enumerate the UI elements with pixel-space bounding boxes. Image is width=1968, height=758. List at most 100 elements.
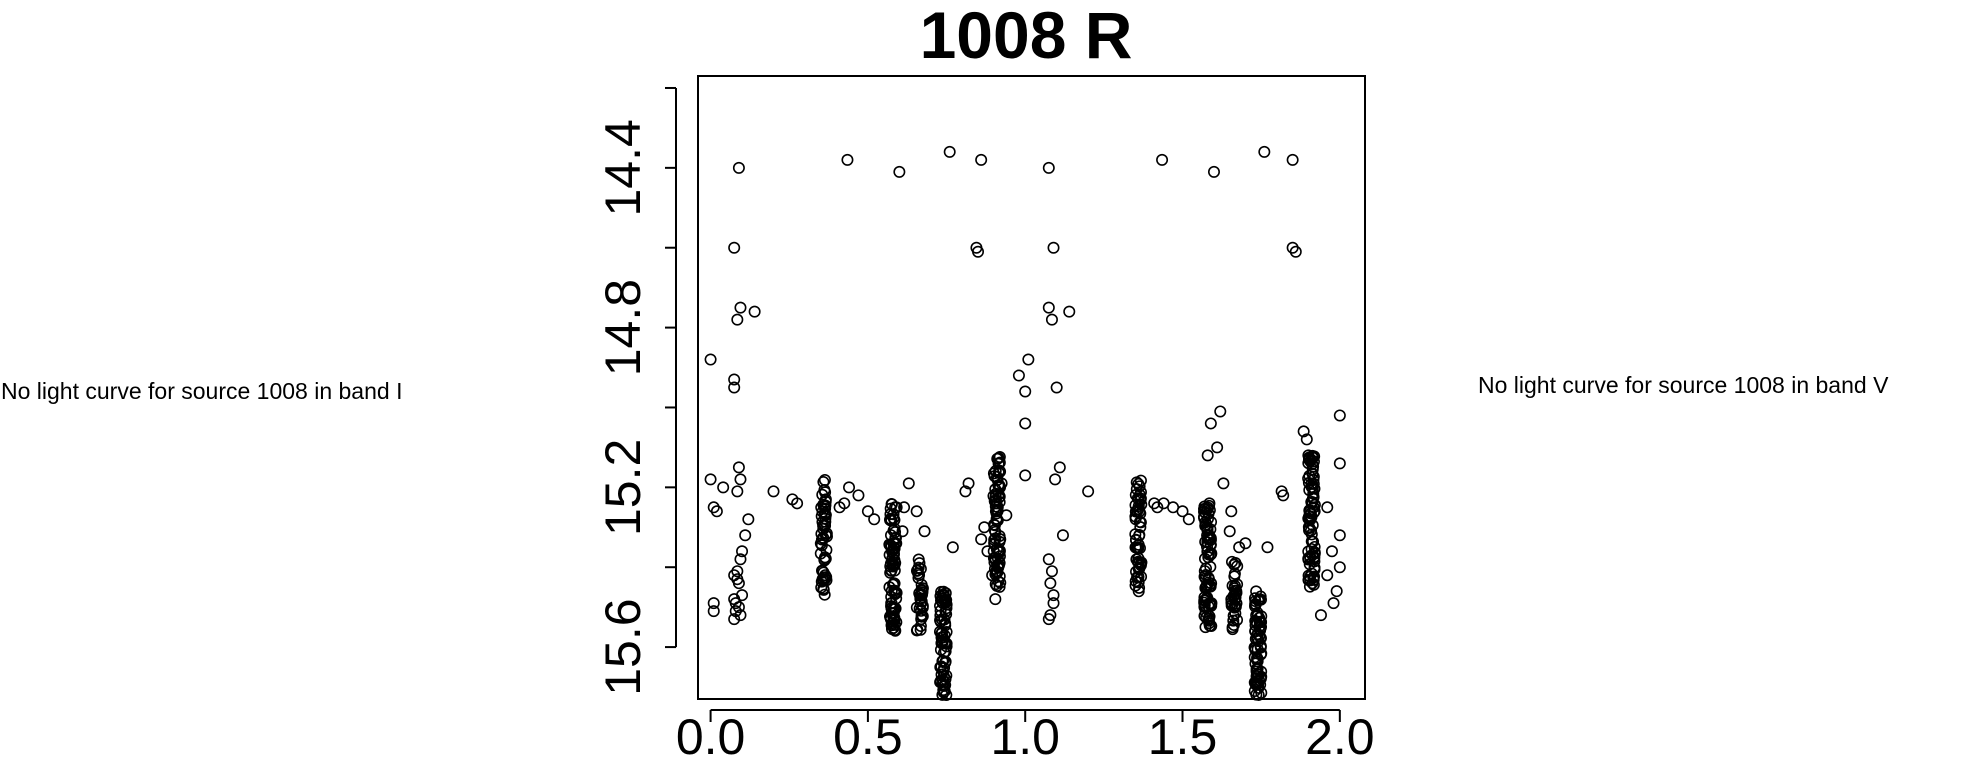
data-point: [1226, 621, 1239, 634]
data-point: [1327, 597, 1340, 610]
data-point: [731, 313, 744, 326]
data-point: [993, 464, 1006, 477]
data-point: [1134, 474, 1147, 487]
data-point: [815, 539, 828, 552]
data-point: [1207, 165, 1220, 178]
data-point: [885, 597, 898, 610]
data-point: [1308, 498, 1321, 511]
data-point: [820, 530, 833, 543]
data-point: [1182, 513, 1195, 526]
data-point: [1230, 584, 1243, 597]
data-point: [975, 153, 988, 166]
data-point: [1308, 547, 1321, 560]
data-point: [883, 538, 896, 551]
data-point: [707, 605, 720, 618]
data-point: [1289, 245, 1302, 258]
y-tick-label: 15.2: [595, 439, 651, 536]
x-tick-label: 1.0: [990, 709, 1060, 758]
data-point: [914, 623, 927, 636]
data-point: [791, 497, 804, 510]
data-point: [913, 569, 926, 582]
data-point: [1012, 369, 1025, 382]
data-point: [734, 473, 747, 486]
data-point: [943, 145, 956, 158]
data-point: [936, 635, 949, 648]
data-point: [939, 587, 952, 600]
data-point: [1248, 651, 1261, 664]
data-point: [975, 533, 988, 546]
data-point: [1249, 657, 1262, 670]
data-point: [1302, 545, 1315, 558]
data-point: [989, 500, 1002, 513]
data-point: [1300, 433, 1313, 446]
data-point: [728, 593, 741, 606]
data-point: [1333, 561, 1346, 574]
data-point: [993, 450, 1006, 463]
data-point: [1053, 461, 1066, 474]
data-point: [710, 505, 723, 518]
data-point: [1248, 592, 1261, 605]
data-point: [818, 553, 831, 566]
data-point: [1333, 457, 1346, 470]
data-point: [910, 505, 923, 518]
data-point: [913, 557, 926, 570]
data-point: [1129, 505, 1142, 518]
data-point: [1129, 513, 1142, 526]
data-point: [1249, 632, 1262, 645]
data-point: [1306, 492, 1319, 505]
data-point: [1307, 460, 1320, 473]
data-point: [1129, 533, 1142, 546]
data-point: [1250, 688, 1263, 701]
data-point: [1261, 541, 1274, 554]
data-point: [890, 501, 903, 514]
data-point: [728, 613, 741, 626]
data-point: [1133, 489, 1146, 502]
data-point: [937, 589, 950, 602]
data-point: [946, 541, 959, 554]
data-point: [938, 613, 951, 626]
data-point: [990, 567, 1003, 580]
data-point: [1022, 353, 1035, 366]
data-point: [815, 501, 828, 514]
data-point: [815, 581, 828, 594]
data-point: [818, 473, 831, 486]
data-point: [1201, 521, 1214, 534]
data-point: [1258, 145, 1271, 158]
data-point: [937, 585, 950, 598]
plot-frame: [697, 75, 1366, 700]
data-point: [1303, 509, 1316, 522]
data-point: [978, 521, 991, 534]
x-tick-label: 0.0: [676, 709, 746, 758]
data-point: [1047, 597, 1060, 610]
data-point: [988, 519, 1001, 532]
data-point: [742, 513, 755, 526]
data-point: [898, 501, 911, 514]
data-points: [704, 145, 1346, 702]
data-point: [838, 497, 851, 510]
data-point: [989, 525, 1002, 538]
data-point: [1063, 305, 1076, 318]
data-point: [915, 609, 928, 622]
data-point: [818, 519, 831, 532]
data-point: [889, 526, 902, 539]
y-tick-label: 14.8: [595, 279, 651, 376]
data-point: [993, 550, 1006, 563]
y-tick-label: 15.6: [595, 598, 651, 695]
data-point: [1082, 485, 1095, 498]
x-tick-label: 0.5: [833, 709, 903, 758]
data-point: [993, 570, 1006, 583]
x-tick-label: 2.0: [1305, 709, 1375, 758]
data-point: [887, 578, 900, 591]
data-point: [1176, 505, 1189, 518]
data-point: [1205, 619, 1218, 632]
data-point: [989, 593, 1002, 606]
data-point: [1255, 610, 1268, 623]
data-point: [1049, 473, 1062, 486]
data-point: [993, 456, 1006, 469]
data-point: [1225, 505, 1238, 518]
data-point: [736, 545, 749, 558]
x-tick-label: 1.5: [1148, 709, 1218, 758]
data-point: [1286, 153, 1299, 166]
data-point: [1330, 585, 1343, 598]
data-point: [704, 353, 717, 366]
